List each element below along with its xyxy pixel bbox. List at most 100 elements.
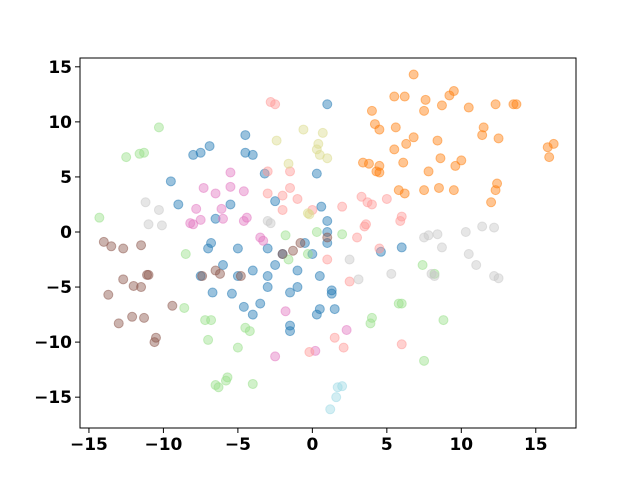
point [225,199,236,210]
point [435,153,446,164]
point [277,190,288,201]
point [136,282,147,293]
point [304,347,315,358]
point [322,226,333,237]
x-tick-label: −15 [70,435,108,455]
point [398,157,409,168]
point [393,298,404,309]
point [222,372,233,383]
point [127,311,138,322]
point [103,289,114,300]
point [396,298,407,309]
point [195,214,206,225]
point [548,138,559,149]
y-tick-label: 10 [48,113,72,133]
point [167,300,178,311]
point [203,243,214,254]
point [179,302,190,313]
point [436,100,447,111]
point [153,204,164,215]
point [235,271,246,282]
point [258,235,269,246]
point [226,288,237,299]
point [262,243,273,254]
point [198,182,209,193]
point [285,287,296,298]
point [316,201,327,212]
point [240,147,251,158]
point [139,312,150,323]
point [408,69,419,80]
point [419,105,430,116]
point [240,322,251,333]
point [298,124,309,135]
point [247,265,258,276]
point [142,269,153,280]
point [217,260,228,271]
point [238,186,249,197]
point [322,99,333,110]
point [329,332,340,343]
point [450,160,461,171]
point [542,142,553,153]
point [98,236,109,247]
point [304,209,315,220]
point [331,392,342,403]
point [344,276,355,287]
point [216,203,227,214]
point [118,243,129,254]
point [322,215,333,226]
point [386,268,397,279]
point [401,138,412,149]
point [204,141,215,152]
point [311,168,322,179]
point [322,232,333,243]
point [121,152,132,163]
point [337,381,348,392]
point [511,99,522,110]
point [295,238,306,248]
point [302,208,313,219]
point [329,304,340,315]
point [277,204,288,215]
point [436,242,447,253]
point [438,315,449,326]
point [156,220,167,231]
point [247,309,258,320]
point [353,274,364,285]
point [463,102,474,113]
point [113,318,124,329]
point [419,355,430,366]
point [232,243,243,254]
point [366,199,377,210]
point [302,249,313,260]
point [396,339,407,350]
point [408,132,419,143]
point [399,91,410,102]
point [94,212,105,223]
point [262,188,273,199]
point [337,201,348,212]
point [493,133,504,144]
point [188,219,199,230]
point [420,94,431,105]
point [444,90,455,101]
point [270,196,281,207]
point [287,245,298,256]
point [363,158,374,169]
point [341,324,352,335]
y-tick-label: 15 [48,58,72,78]
point [463,249,474,260]
point [128,280,139,291]
point [489,222,500,233]
point [389,144,400,155]
point [153,122,164,133]
point [140,197,151,208]
point [490,185,501,196]
point [195,147,206,158]
point [292,265,303,276]
point [217,213,228,224]
point [311,226,322,237]
point [389,91,400,102]
point [283,158,294,169]
